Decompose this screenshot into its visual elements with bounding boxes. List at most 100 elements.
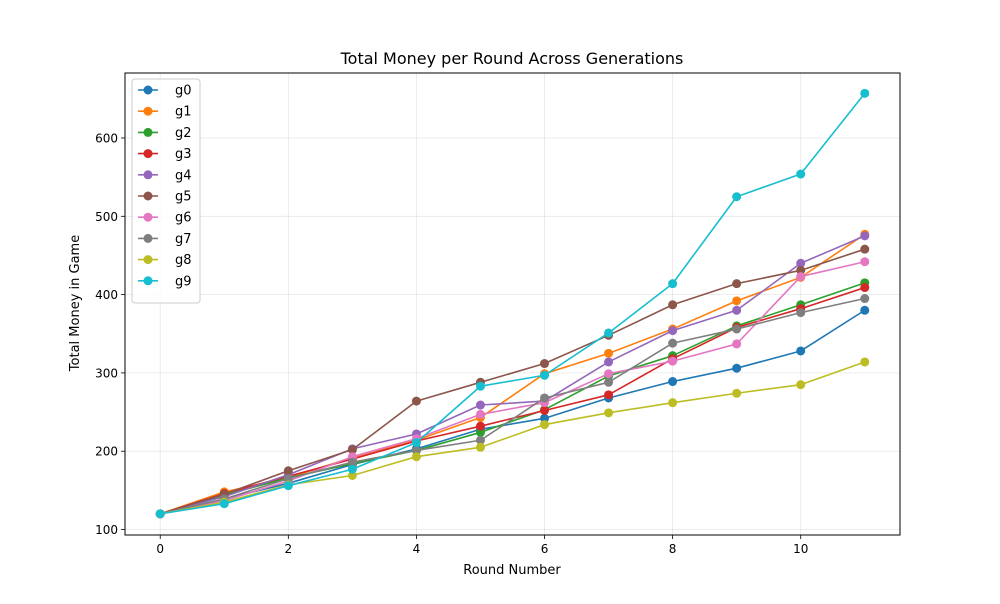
data-point-g9 [347, 464, 357, 474]
legend-marker [143, 255, 153, 265]
data-point-g9 [860, 88, 870, 98]
data-point-g3 [604, 390, 614, 400]
data-point-g6 [475, 409, 485, 419]
legend-label: g6 [175, 211, 192, 226]
series-g1 [155, 229, 870, 519]
data-point-g9 [796, 169, 806, 179]
series-line-g8 [160, 361, 866, 515]
data-point-g0 [668, 377, 678, 387]
legend-entry-g2: g2 [138, 126, 192, 141]
legend-marker [143, 149, 153, 159]
legend-marker [143, 106, 153, 116]
legend-label: g9 [175, 274, 192, 289]
data-point-g6 [732, 339, 742, 349]
legend-marker [143, 212, 153, 222]
legend-label: g1 [175, 105, 192, 120]
data-point-g5 [540, 359, 550, 369]
data-point-g5 [860, 244, 870, 254]
legend-marker [143, 276, 153, 286]
data-point-g9 [283, 481, 293, 491]
data-point-g8 [540, 420, 550, 430]
legend-label: g2 [175, 126, 192, 141]
data-point-g3 [860, 283, 870, 293]
data-point-g4 [604, 357, 614, 367]
data-point-g9 [732, 192, 742, 202]
legend-label: g5 [175, 190, 192, 205]
chart-title: Total Money per Round Across Generations [340, 49, 684, 68]
legend-entry-g4: g4 [138, 168, 192, 183]
data-point-g7 [347, 457, 357, 467]
legend-label: g7 [175, 232, 192, 247]
y-axis-ticks: 100 200 300 400 500 600 [95, 131, 125, 537]
series-line-g1 [159, 233, 866, 515]
data-point-g8 [475, 442, 485, 452]
legend-label: g0 [175, 84, 192, 99]
data-point-g5 [411, 396, 421, 406]
legend-entry-g3: g3 [138, 147, 192, 162]
x-tick-label: 0 [156, 542, 164, 556]
data-point-g9 [475, 381, 485, 391]
legend-entry-g9: g9 [138, 274, 192, 289]
data-point-g6 [796, 272, 806, 282]
data-point-g6 [668, 356, 678, 366]
data-point-g0 [796, 346, 806, 356]
data-point-g9 [604, 328, 614, 338]
series-g9 [155, 88, 870, 519]
y-tick-label: 400 [95, 288, 118, 302]
data-point-g7 [411, 445, 421, 455]
data-point-g9 [155, 509, 165, 519]
data-point-g7 [860, 294, 870, 304]
x-tick-label: 2 [285, 542, 293, 556]
legend-entry-g0: g0 [138, 84, 192, 99]
series-layer [155, 88, 870, 519]
data-point-g9 [411, 438, 421, 448]
data-point-g4 [796, 258, 806, 268]
data-point-g5 [668, 300, 678, 310]
y-tick-label: 500 [95, 210, 118, 224]
legend: g0 g1 g2 g3 g4 g5 g6 g7 g8 g9 [131, 78, 201, 304]
legend-marker [143, 170, 153, 180]
data-point-g7 [668, 338, 678, 348]
series-line-g7 [160, 297, 865, 515]
y-axis-label: Total Money in Game [68, 235, 83, 372]
data-point-g5 [283, 466, 293, 476]
data-point-g9 [540, 370, 550, 380]
legend-entry-g6: g6 [138, 211, 192, 226]
data-point-g0 [540, 413, 550, 423]
data-point-g3 [540, 405, 550, 415]
data-point-g5 [732, 279, 742, 289]
legend-label: g4 [175, 168, 192, 183]
x-tick-label: 10 [793, 542, 808, 556]
data-point-g5 [796, 265, 806, 275]
data-point-g8 [411, 452, 421, 462]
x-tick-label: 6 [541, 542, 549, 556]
data-point-g8 [604, 408, 614, 418]
data-point-g5 [347, 445, 357, 455]
data-point-g1 [604, 348, 614, 358]
legend-entry-g8: g8 [138, 253, 192, 268]
series-line-g9 [160, 92, 866, 515]
plot-frame [124, 72, 901, 536]
x-tick-label: 8 [669, 542, 677, 556]
data-point-g7 [604, 377, 614, 387]
y-tick-label: 200 [95, 445, 118, 459]
data-point-g6 [860, 257, 870, 267]
legend-entry-g1: g1 [138, 105, 192, 120]
data-point-g8 [860, 357, 870, 367]
series-line-g6 [160, 260, 865, 515]
series-line-g2 [160, 282, 866, 515]
data-point-g4 [668, 326, 678, 336]
series-line-g4 [160, 235, 866, 515]
legend-entry-g7: g7 [138, 232, 192, 247]
legend-marker [143, 233, 153, 243]
data-point-g8 [796, 380, 806, 390]
data-point-g8 [732, 388, 742, 398]
data-point-g4 [860, 231, 870, 241]
grid [125, 73, 900, 535]
data-point-g3 [475, 421, 485, 431]
y-tick-label: 600 [95, 131, 118, 145]
data-point-g2 [475, 427, 485, 437]
data-point-g8 [668, 398, 678, 408]
data-point-g0 [732, 363, 742, 373]
x-tick-label: 4 [413, 542, 421, 556]
